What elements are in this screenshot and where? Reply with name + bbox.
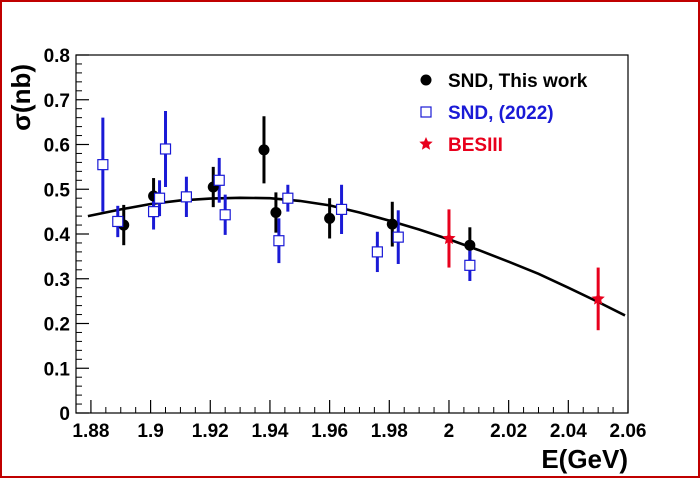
x-tick-label: 2.04 (550, 421, 587, 442)
y-tick-label: 0.8 (44, 46, 70, 67)
y-tick-label: 0.7 (44, 91, 70, 112)
y-axis-label: σ(nb) (6, 64, 36, 131)
legend-marker-snd-2022 (420, 106, 432, 118)
data-point-besiii (591, 291, 605, 305)
data-point-besiii (442, 231, 456, 245)
data-point-snd-2022 (180, 191, 192, 203)
data-point-snd-2022 (147, 206, 160, 218)
y-tick-label: 0.1 (44, 359, 71, 380)
y-tick-label: 0 (59, 404, 70, 425)
data-point-snd-2022 (219, 209, 231, 221)
legend-label-snd-this-work: SND, This work (448, 71, 588, 92)
legend-label-besiii: BESIII (448, 135, 503, 156)
y-tick-label: 0.6 (44, 136, 70, 157)
x-tick-label: 1.88 (72, 421, 109, 442)
data-point-snd-2022 (97, 159, 109, 171)
data-point-snd-2022 (392, 231, 404, 243)
data-point-snd-2022 (159, 143, 172, 155)
data-point-snd-this-work (270, 207, 282, 219)
data-point-snd-2022 (153, 192, 166, 204)
x-tick-label: 2.06 (610, 421, 647, 442)
legend-marker-besiii (419, 137, 433, 150)
x-tick-label: 2 (444, 421, 455, 442)
data-point-snd-this-work (258, 144, 270, 156)
data-point-snd-2022 (464, 259, 476, 271)
x-tick-label: 1.94 (251, 421, 288, 442)
plot-area: 1.88 1.9 1.92 1.94 1.96 1.98 2 2.02 2.04 2.06 0 0.1… (44, 46, 647, 442)
data-point-snd-2022 (282, 192, 294, 204)
x-tick-label: 1.92 (192, 421, 229, 442)
data-point-snd-2022 (273, 235, 285, 247)
legend: SND, This work SND, (2022) BESIII (419, 71, 588, 156)
fit-curve (87, 196, 626, 317)
data-point-snd-2022 (371, 246, 383, 258)
data-point-snd-this-work (324, 212, 336, 224)
data-point-snd-2022 (112, 215, 124, 228)
y-tick-label: 0.5 (44, 180, 71, 201)
y-tick-label: 0.3 (44, 270, 70, 291)
y-tick-label: 0.2 (44, 315, 70, 336)
y-tick-label: 0.4 (44, 225, 71, 246)
data-point-snd-2022 (213, 174, 225, 186)
x-tick-label: 1.9 (137, 421, 163, 442)
x-tick-label: 1.98 (371, 421, 408, 442)
x-axis-label: E(GeV) (541, 444, 628, 474)
data-point-snd-this-work (386, 218, 398, 230)
x-tick-label: 1.96 (311, 421, 348, 442)
data-point-snd-this-work (464, 239, 476, 251)
data-point-snd-2022 (335, 203, 348, 215)
legend-marker-snd-this-work (420, 74, 432, 86)
legend-label-snd-2022: SND, (2022) (448, 103, 554, 124)
x-tick-label: 2.02 (490, 421, 527, 442)
